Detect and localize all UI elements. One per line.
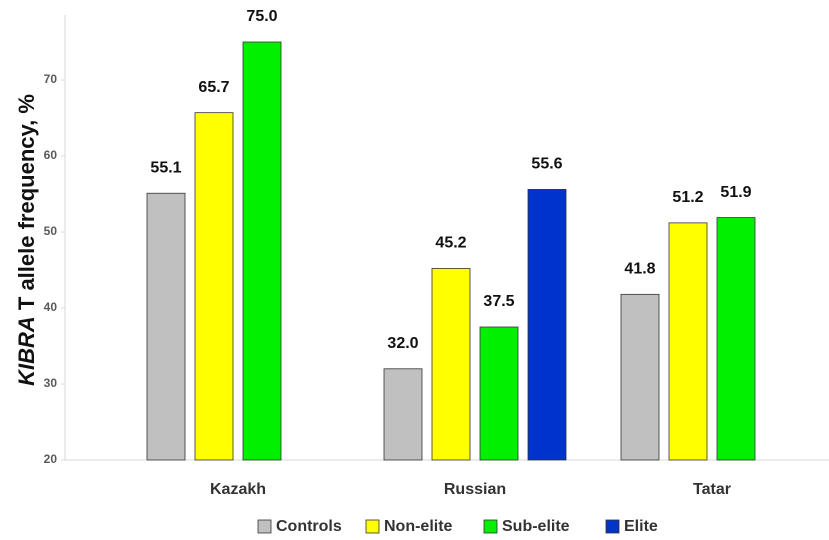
- data-label: 51.2: [672, 189, 703, 206]
- y-label-italic: KIBRA: [14, 316, 39, 386]
- data-label: 55.1: [150, 159, 181, 176]
- x-tick-label: Russian: [444, 481, 506, 498]
- legend-label: Sub-elite: [502, 518, 570, 535]
- data-label: 65.7: [198, 79, 229, 96]
- data-label: 37.5: [483, 293, 514, 310]
- bar: [194, 112, 234, 461]
- bar: [146, 192, 186, 461]
- y-axis-label: KIBRA T allele frequency, %: [14, 94, 39, 386]
- x-tick-label: Kazakh: [210, 481, 266, 498]
- data-label: 75.0: [246, 8, 277, 25]
- bar: [242, 41, 282, 461]
- bar: [527, 189, 567, 461]
- y-tick-label: 70: [44, 72, 58, 86]
- bar: [716, 217, 756, 461]
- legend-swatch: [365, 519, 380, 534]
- data-label: 32.0: [387, 335, 418, 352]
- y-tick-label: 30: [44, 376, 58, 390]
- legend-label: Elite: [624, 518, 658, 535]
- data-label: 51.9: [720, 184, 751, 201]
- x-tick-label: Tatar: [693, 481, 731, 498]
- bar: [431, 268, 471, 461]
- y-tick-label: 40: [44, 300, 58, 314]
- legend-swatch: [257, 519, 272, 534]
- bar: [479, 326, 519, 461]
- y-label-rest: T allele frequency, %: [14, 94, 39, 316]
- bar: [383, 368, 423, 461]
- legend-label: Non-elite: [384, 518, 453, 535]
- y-tick-label: 20: [44, 452, 58, 466]
- legend-label: Controls: [276, 518, 342, 535]
- y-tick-label: 50: [44, 224, 58, 238]
- data-label: 55.6: [531, 156, 562, 173]
- bar: [620, 293, 660, 461]
- bar: [668, 222, 708, 461]
- data-label: 41.8: [624, 261, 655, 278]
- legend-swatch: [605, 519, 620, 534]
- legend-swatch: [483, 519, 498, 534]
- y-tick-label: 60: [44, 148, 58, 162]
- data-label: 45.2: [435, 235, 466, 252]
